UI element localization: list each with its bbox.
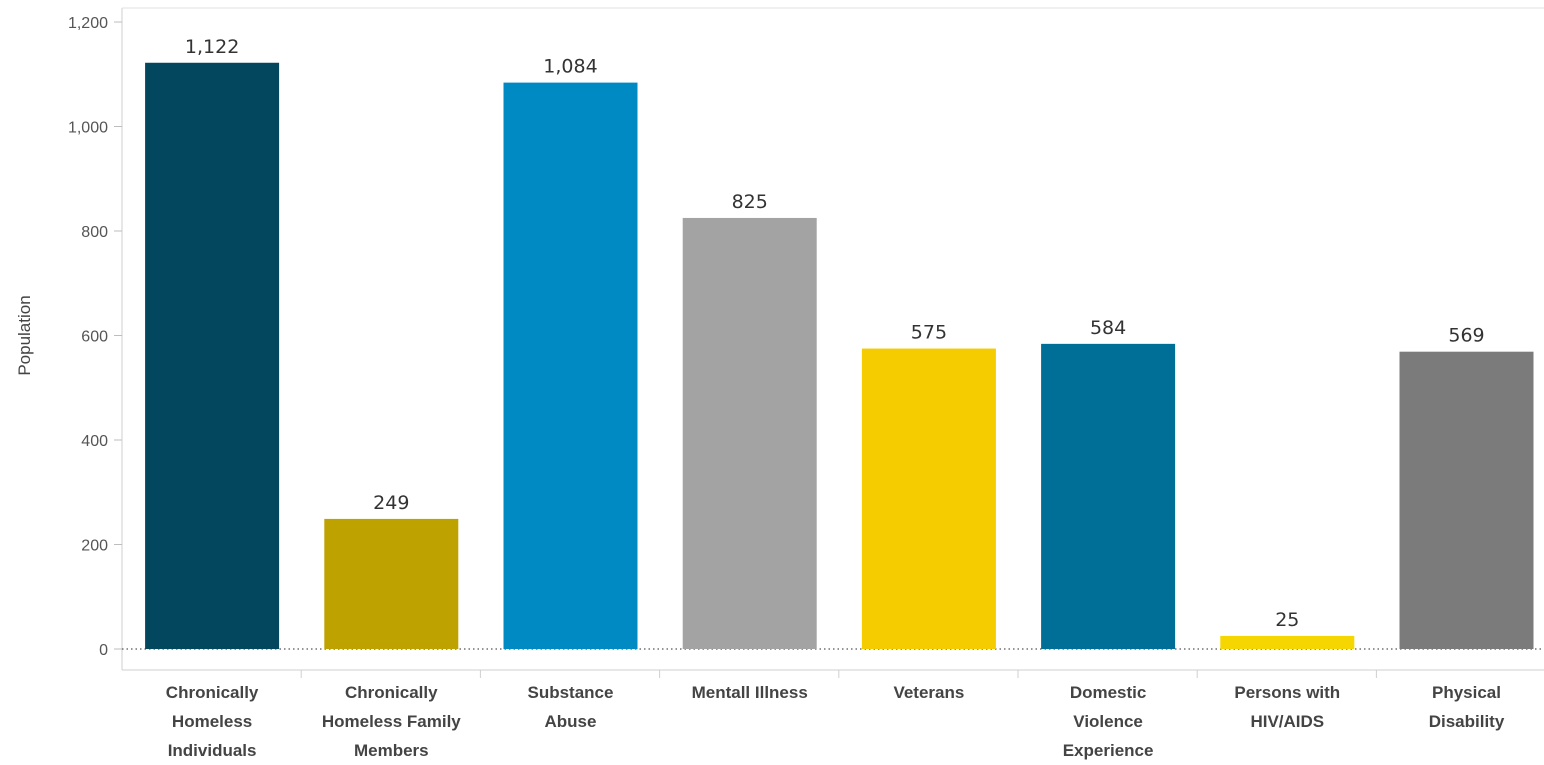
bar (324, 518, 459, 649)
y-tick-label: 1,200 (68, 15, 108, 32)
bars (145, 62, 1534, 650)
y-tick-label: 600 (81, 329, 108, 346)
data-label: 249 (373, 492, 409, 514)
bar (503, 82, 638, 650)
bar (145, 62, 280, 649)
y-tick-label: 400 (81, 433, 108, 450)
bar (1399, 351, 1534, 649)
y-tick-label: 0 (99, 642, 108, 659)
y-axis: 0 200 400 600 800 1,000 1,200 (68, 15, 122, 659)
x-tick-label: Veterans (893, 683, 964, 702)
bar (1220, 635, 1355, 649)
data-label: 25 (1275, 609, 1299, 631)
x-tick-label: Chronically Homeless Family Members (322, 683, 461, 760)
x-tick-label: Persons with HIV/AIDS (1234, 683, 1340, 731)
x-tick-label: Mentall Illness (692, 683, 808, 702)
bar (682, 217, 817, 649)
data-label: 1,084 (543, 56, 597, 78)
data-label: 584 (1090, 317, 1126, 339)
data-label: 1,122 (185, 36, 239, 58)
bar (1041, 343, 1176, 649)
data-label: 825 (732, 191, 768, 213)
value-labels: 1,122 249 1,084 825 575 584 25 569 (185, 36, 1485, 631)
data-label: 575 (911, 322, 947, 344)
x-tick-label: Physical Disability (1429, 683, 1505, 731)
x-tick-label: Domestic Violence Experience (1063, 683, 1154, 760)
x-axis: Chronically Homeless Individuals Chronicall… (166, 670, 1505, 760)
x-tick-label: Chronically Homeless Individuals (166, 683, 259, 760)
x-tick-label: Substance Abuse (528, 683, 614, 731)
y-axis-title: Population (15, 295, 34, 375)
y-tick-label: 800 (81, 224, 108, 241)
data-label: 569 (1448, 325, 1484, 347)
y-tick-label: 200 (81, 538, 108, 555)
bar (861, 348, 996, 649)
y-tick-label: 1,000 (68, 120, 108, 137)
